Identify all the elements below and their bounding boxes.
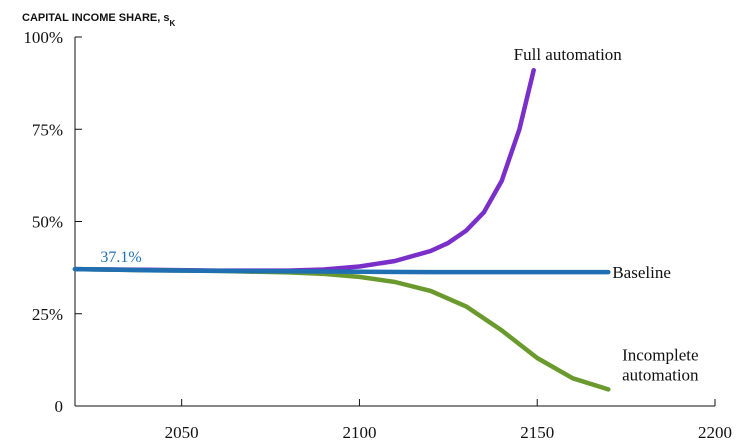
x-tick-label: 2200 bbox=[698, 423, 732, 442]
series-label-line: automation bbox=[622, 365, 699, 384]
y-tick-label: 50% bbox=[32, 213, 63, 232]
series-label-line: Incomplete bbox=[622, 345, 698, 364]
series-line-baseline bbox=[72, 266, 611, 275]
annotation-start-value: 37.1% bbox=[100, 249, 141, 266]
series-label-incomplete-automation: Incomplete automation bbox=[622, 345, 699, 384]
y-ticks: 0 25% 50% 75% 100% bbox=[23, 28, 82, 416]
y-tick-label: 25% bbox=[32, 305, 63, 324]
y-axis-label-main: CAPITAL INCOME SHARE, s bbox=[22, 12, 170, 24]
x-tick-label: 2100 bbox=[342, 423, 376, 442]
x-tick-label: 2050 bbox=[165, 423, 199, 442]
series-lines bbox=[72, 67, 611, 392]
series-label-baseline: Baseline bbox=[612, 263, 671, 282]
series-line-incomplete-automation bbox=[72, 266, 611, 392]
x-ticks: 2050 2100 2150 2200 bbox=[165, 399, 732, 442]
axes bbox=[74, 37, 715, 407]
series-line-full-automation bbox=[72, 67, 536, 273]
series-labels: Baseline Full automation Incomplete automat… bbox=[514, 45, 699, 384]
y-tick-label: 100% bbox=[23, 28, 63, 47]
y-tick-label: 75% bbox=[32, 120, 63, 139]
y-axis-label-text: CAPITAL INCOME SHARE, sK bbox=[22, 12, 176, 28]
y-axis-label: CAPITAL INCOME SHARE, sK bbox=[22, 12, 176, 28]
series-label-full-automation: Full automation bbox=[514, 45, 623, 64]
series-label-line: Baseline bbox=[612, 263, 671, 282]
x-tick-label: 2150 bbox=[520, 423, 554, 442]
series-label-line: Full automation bbox=[514, 45, 623, 64]
annotations: 37.1% bbox=[100, 249, 141, 266]
y-tick-label: 0 bbox=[55, 397, 64, 416]
y-axis-label-subscript: K bbox=[170, 19, 176, 28]
